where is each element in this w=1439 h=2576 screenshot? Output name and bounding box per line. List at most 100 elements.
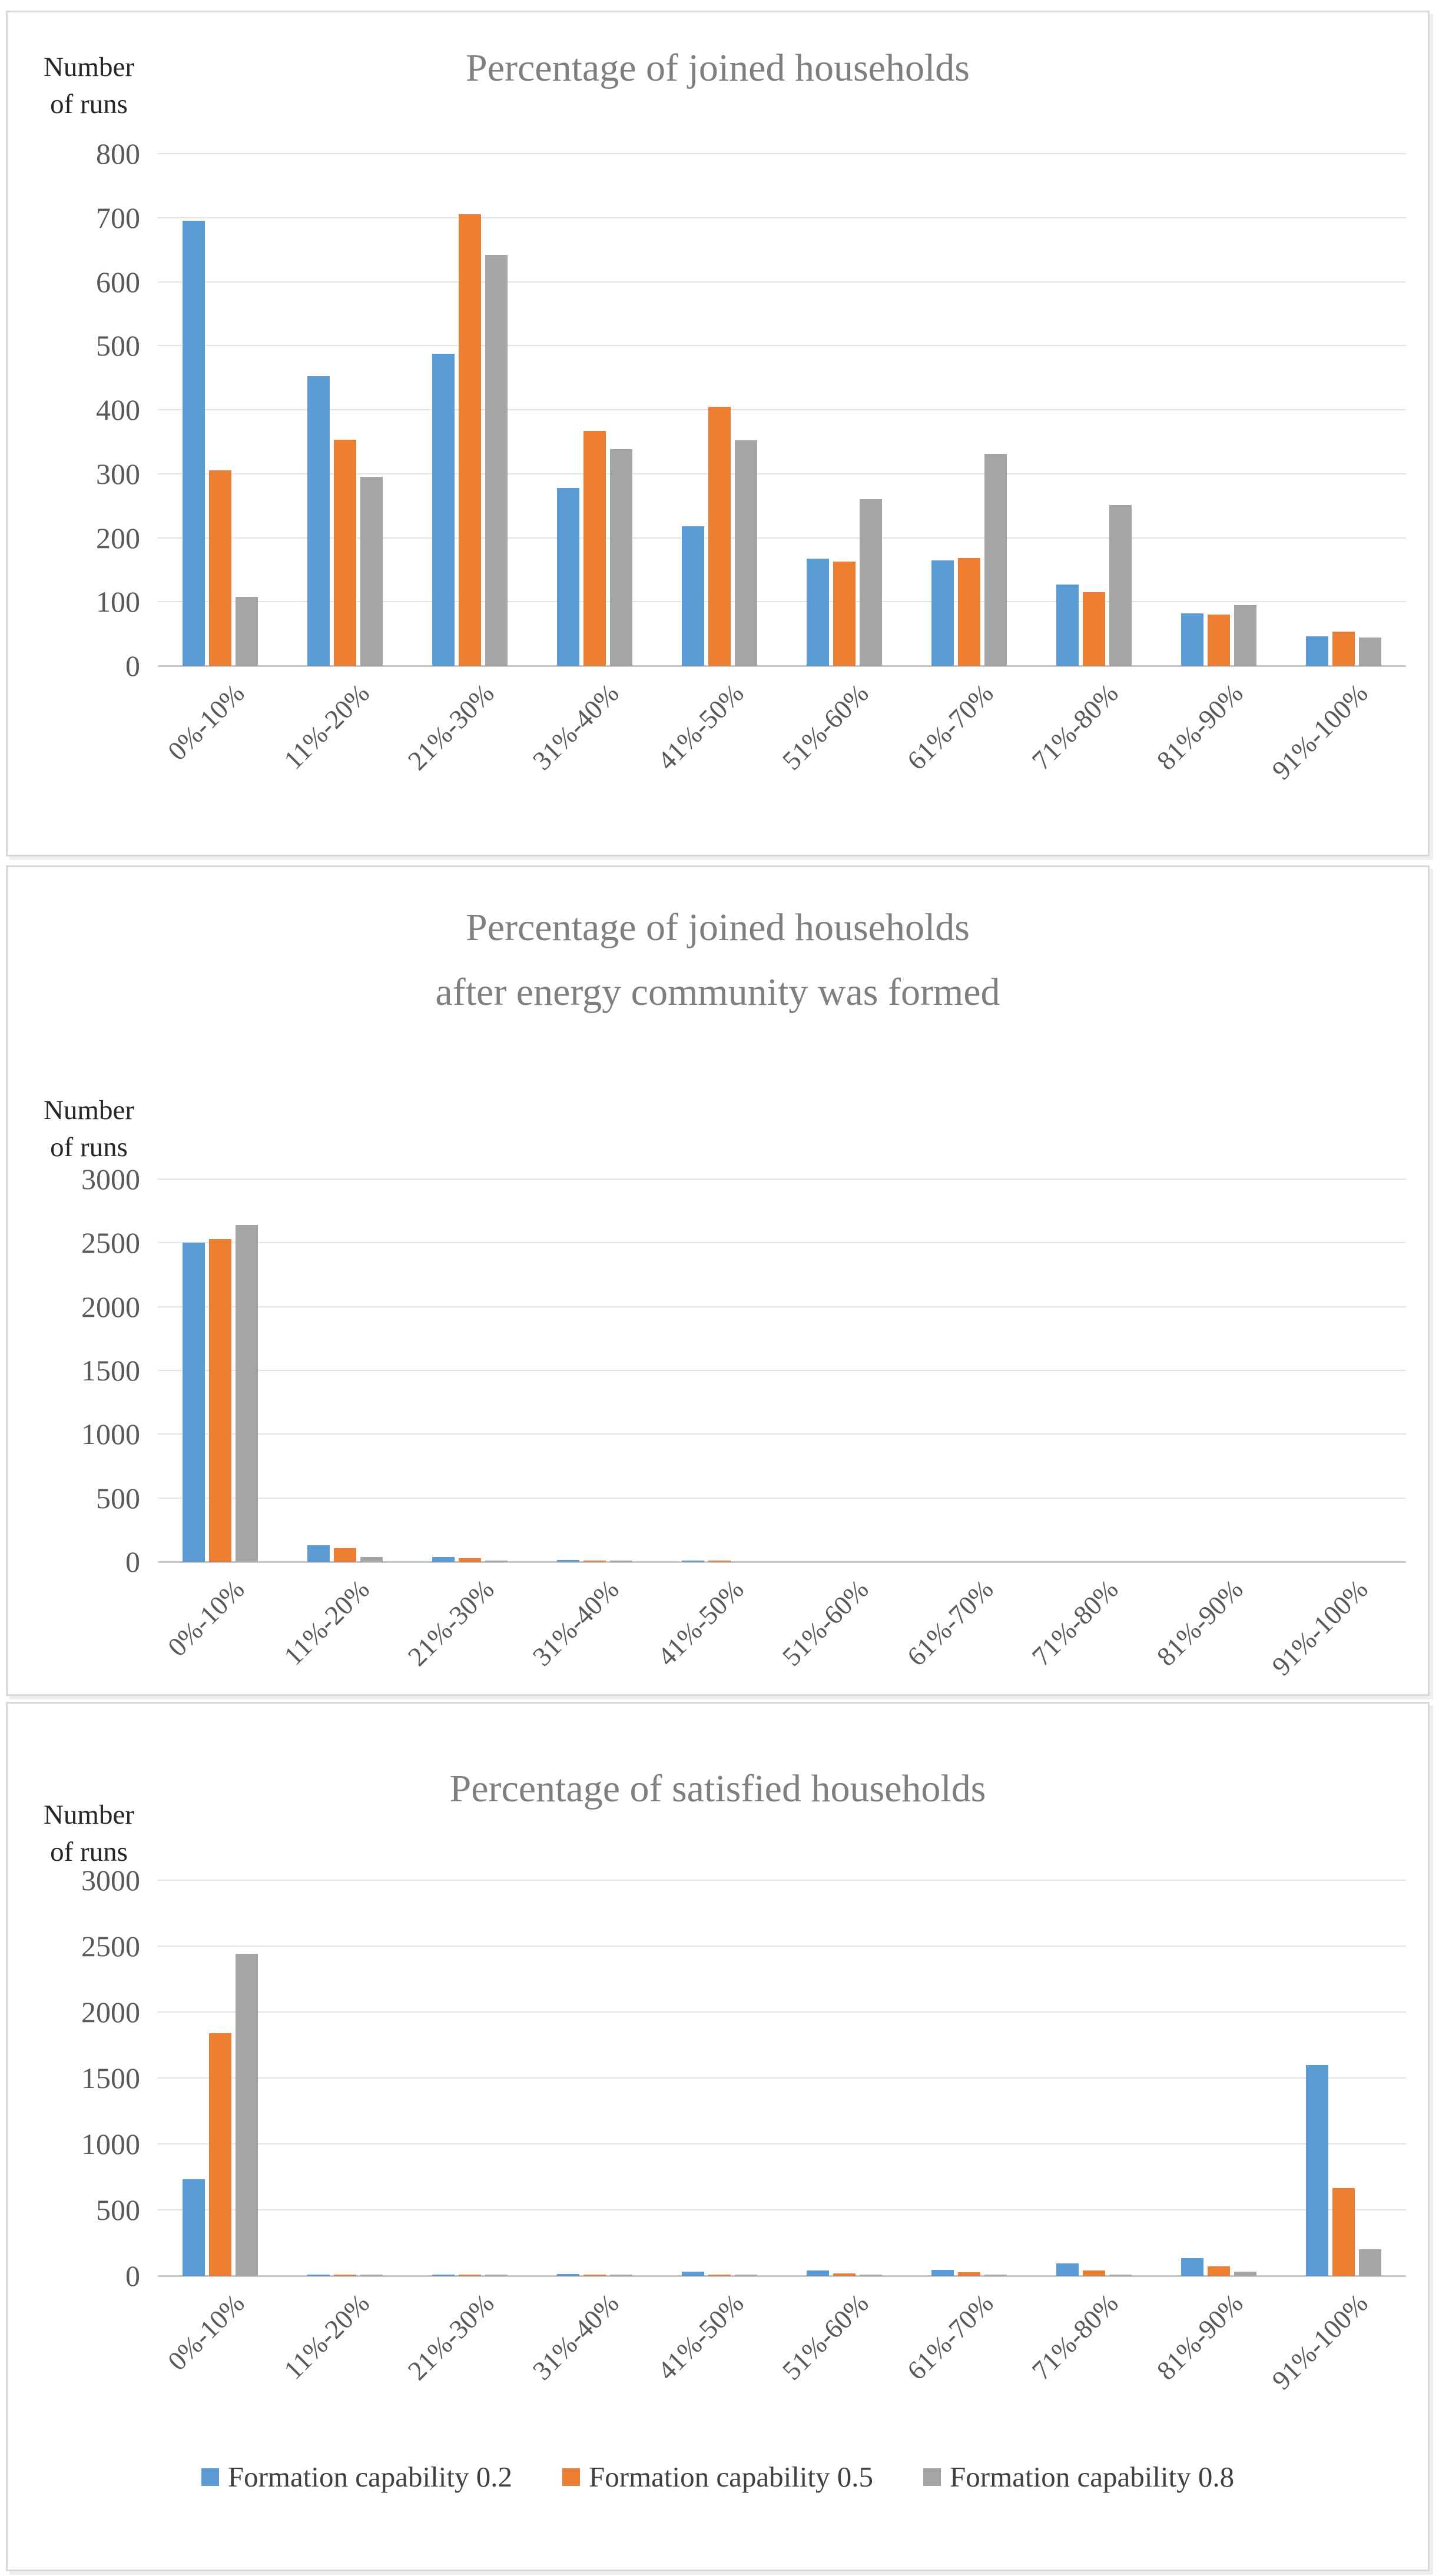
bar-formation-capability-0.8-0%-10% xyxy=(236,1225,258,1562)
bar-formation-capability-0.2-41%-50% xyxy=(682,2272,704,2276)
legend-item: Formation capability 0.2 xyxy=(201,2460,512,2494)
bar-formation-capability-0.8-11%-20% xyxy=(360,477,383,666)
y-tick-label: 2000 xyxy=(81,1996,140,2029)
bar-formation-capability-0.8-71%-80% xyxy=(1109,505,1132,666)
gridline xyxy=(158,1946,1406,1947)
legend-swatch-gray xyxy=(923,2468,941,2486)
y-tick-label: 500 xyxy=(96,329,140,363)
bar-formation-capability-0.8-51%-60% xyxy=(860,2275,882,2276)
y-axis-title-line: Number xyxy=(43,1800,134,1830)
bar-formation-capability-0.5-11%-20% xyxy=(334,2275,356,2276)
y-tick-label: 300 xyxy=(96,457,140,490)
y-tick-label: 1000 xyxy=(81,2127,140,2160)
gridline xyxy=(158,2209,1406,2210)
y-tick-label: 500 xyxy=(96,2193,140,2226)
bar-formation-capability-0.2-71%-80% xyxy=(1056,584,1079,666)
gridline xyxy=(158,601,1406,603)
y-axis-title-line: Number xyxy=(43,1095,134,1126)
bar-formation-capability-0.5-11%-20% xyxy=(334,440,356,666)
bar-formation-capability-0.8-81%-90% xyxy=(1234,2272,1256,2276)
y-tick-label: 0 xyxy=(125,1545,140,1578)
bar-formation-capability-0.8-0%-10% xyxy=(236,1954,258,2276)
y-tick-label: 1500 xyxy=(81,2062,140,2094)
bar-formation-capability-0.2-71%-80% xyxy=(1056,2263,1079,2276)
bar-formation-capability-0.8-31%-40% xyxy=(610,449,632,666)
bar-formation-capability-0.8-0%-10% xyxy=(236,596,258,666)
y-axis-title-line: of runs xyxy=(50,1837,128,1867)
y-tick-label: 200 xyxy=(96,521,140,555)
bar-formation-capability-0.5-0%-10% xyxy=(209,1239,231,1562)
gridline xyxy=(158,409,1406,410)
gridline xyxy=(158,1370,1406,1371)
bar-formation-capability-0.2-31%-40% xyxy=(557,2274,579,2276)
y-tick-label: 100 xyxy=(96,585,140,619)
y-tick-label: 2500 xyxy=(81,1226,140,1260)
bar-formation-capability-0.8-61%-70% xyxy=(984,454,1007,666)
bar-formation-capability-0.2-0%-10% xyxy=(183,221,205,666)
bar-formation-capability-0.2-81%-90% xyxy=(1181,613,1203,666)
bar-formation-capability-0.5-41%-50% xyxy=(708,406,731,666)
gridline xyxy=(158,473,1406,474)
y-tick-label: 0 xyxy=(125,649,140,682)
legend-swatch-blue xyxy=(201,2468,219,2486)
bar-formation-capability-0.8-31%-40% xyxy=(610,2275,632,2276)
y-tick-label: 800 xyxy=(96,137,140,170)
y-tick-label: 2000 xyxy=(81,1290,140,1323)
bar-formation-capability-0.2-61%-70% xyxy=(931,2269,954,2276)
bar-formation-capability-0.2-41%-50% xyxy=(682,1561,704,1562)
legend-label: Formation capability 0.2 xyxy=(227,2461,512,2493)
bar-formation-capability-0.2-91%-100% xyxy=(1306,636,1328,666)
bar-formation-capability-0.5-51%-60% xyxy=(833,561,856,666)
bar-formation-capability-0.5-21%-30% xyxy=(459,1558,481,1562)
bar-formation-capability-0.5-71%-80% xyxy=(1083,592,1105,666)
y-tick-label: 400 xyxy=(96,393,140,426)
gridline xyxy=(158,2143,1406,2145)
bar-formation-capability-0.8-51%-60% xyxy=(860,499,882,666)
bar-formation-capability-0.5-41%-50% xyxy=(708,2275,731,2276)
bar-formation-capability-0.2-31%-40% xyxy=(557,1560,579,1562)
y-tick-label: 1000 xyxy=(81,1418,140,1451)
bar-formation-capability-0.2-11%-20% xyxy=(307,2274,330,2276)
bar-formation-capability-0.5-21%-30% xyxy=(459,2275,481,2276)
legend-swatch-orange xyxy=(562,2468,580,2486)
gridline xyxy=(158,281,1406,283)
bar-formation-capability-0.2-81%-90% xyxy=(1181,2258,1203,2276)
y-axis-title: Number of runs xyxy=(15,1092,163,1166)
y-tick-label: 2500 xyxy=(81,1930,140,1963)
bar-formation-capability-0.5-91%-100% xyxy=(1332,2188,1355,2276)
bar-formation-capability-0.8-81%-90% xyxy=(1234,605,1256,666)
bar-formation-capability-0.8-11%-20% xyxy=(360,1557,383,1562)
y-tick-label: 600 xyxy=(96,265,140,298)
bar-formation-capability-0.8-21%-30% xyxy=(485,2275,508,2276)
legend-item: Formation capability 0.8 xyxy=(923,2460,1234,2494)
bar-formation-capability-0.5-31%-40% xyxy=(583,1561,606,1562)
chart-panel-satisfied-households: Percentage of satisfied households Numbe… xyxy=(6,1702,1430,2571)
bar-formation-capability-0.8-11%-20% xyxy=(360,2275,383,2276)
bar-formation-capability-0.5-61%-70% xyxy=(958,558,980,666)
gridline xyxy=(158,2011,1406,2013)
gridline xyxy=(158,1433,1406,1435)
gridline xyxy=(158,345,1406,347)
gridline xyxy=(158,537,1406,539)
y-tick-label: 3000 xyxy=(81,1163,140,1196)
bar-formation-capability-0.5-21%-30% xyxy=(459,214,481,666)
bar-formation-capability-0.5-91%-100% xyxy=(1332,632,1355,666)
bar-formation-capability-0.2-91%-100% xyxy=(1306,2064,1328,2276)
bar-formation-capability-0.8-41%-50% xyxy=(735,2275,757,2276)
gridline xyxy=(158,217,1406,218)
gridline xyxy=(158,1306,1406,1307)
legend-label: Formation capability 0.8 xyxy=(950,2461,1235,2493)
bar-formation-capability-0.2-21%-30% xyxy=(432,2275,455,2276)
bar-formation-capability-0.5-0%-10% xyxy=(209,470,231,666)
bar-formation-capability-0.8-71%-80% xyxy=(1109,2275,1132,2276)
x-axis-line xyxy=(158,1561,1406,1563)
bar-formation-capability-0.2-51%-60% xyxy=(807,559,829,666)
legend-label: Formation capability 0.5 xyxy=(588,2461,874,2493)
chart-legend: Formation capability 0.2 Formation capab… xyxy=(8,2460,1428,2494)
bar-formation-capability-0.2-51%-60% xyxy=(807,2270,829,2276)
chart-panel-joined-households: Percentage of joined households Number o… xyxy=(6,11,1430,857)
gridline xyxy=(158,2077,1406,2079)
y-axis-title-line: of runs xyxy=(50,1132,128,1163)
y-axis-title-line: of runs xyxy=(50,89,128,119)
